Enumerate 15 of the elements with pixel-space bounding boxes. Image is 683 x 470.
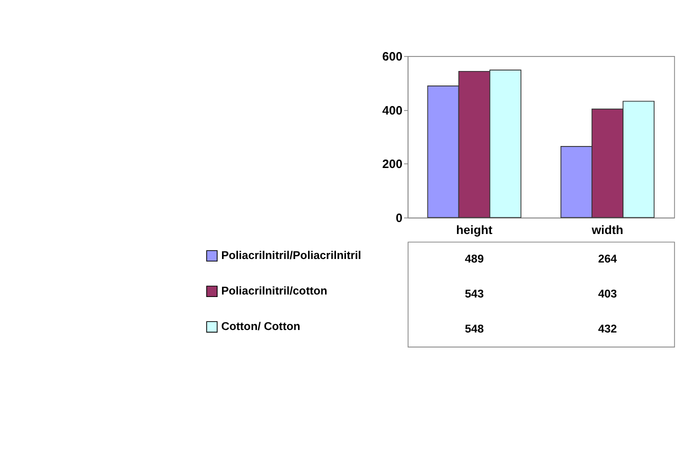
data-label: 548 — [464, 323, 484, 336]
legend-label: Poliacrilnitril/Poliacrilnitril — [221, 250, 362, 262]
data-label: 543 — [464, 288, 484, 300]
x-tick-label: width — [590, 223, 624, 238]
x-tick-label: height — [456, 223, 492, 238]
y-tick-label: 200 — [382, 157, 403, 172]
legend-label: Poliacrilnitril/cotton — [221, 286, 328, 298]
y-tick-label: 600 — [382, 49, 403, 64]
y-tick-label: 0 — [396, 210, 403, 225]
data-label: 264 — [598, 253, 618, 266]
data-label: 432 — [598, 323, 617, 336]
data-label: 403 — [598, 288, 617, 300]
legend-label: Cotton/ Cotton — [221, 321, 300, 334]
y-tick-label: 400 — [382, 103, 403, 118]
data-label: 489 — [464, 253, 484, 266]
